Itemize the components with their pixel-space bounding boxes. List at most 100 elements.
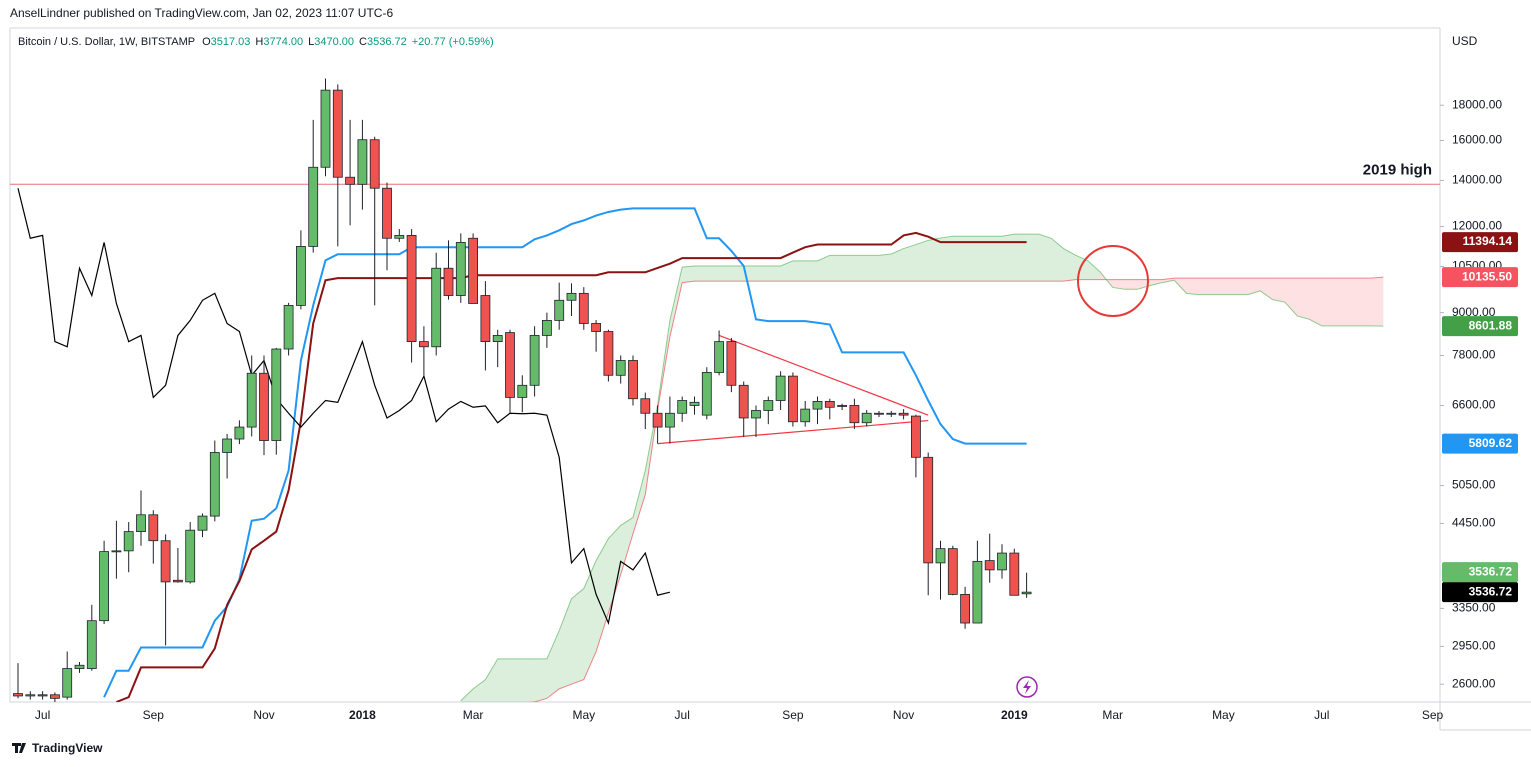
candle-body (788, 375, 798, 423)
candle-body (665, 412, 675, 428)
legend-key: O (202, 36, 211, 48)
legend-symbol: Bitcoin / U.S. Dollar, 1W, BITSTAMP (18, 36, 195, 48)
candle-body (603, 331, 614, 376)
candle-body (911, 415, 921, 458)
candle-body (738, 384, 749, 419)
cloud-fill (620, 517, 633, 575)
publisher: AnselLindner published on TradingView.co… (10, 6, 393, 20)
cloud-fill (1026, 234, 1039, 282)
x-tick-label: May (1212, 708, 1235, 722)
candle-body (111, 550, 122, 553)
cloud-fill (805, 260, 818, 282)
candle-body (542, 319, 552, 336)
candle-body (812, 401, 823, 410)
cloud-fill (583, 560, 597, 680)
candle-body (209, 452, 220, 517)
cloud-fill (571, 588, 584, 685)
x-tick-label: Mar (463, 708, 484, 722)
candle-body (382, 187, 392, 239)
cloud-fill (756, 265, 769, 282)
candle-body (1009, 552, 1020, 596)
candle-body (923, 456, 934, 564)
cloud-fill (719, 265, 732, 282)
candle-body (197, 515, 208, 531)
candle-body (714, 341, 724, 373)
price-label-text: 10135.50 (1462, 269, 1512, 283)
candle-body (123, 531, 134, 552)
candle-body (345, 176, 356, 185)
event-icon[interactable] (1016, 676, 1038, 698)
candle-body (849, 405, 860, 424)
cloud-fill (706, 265, 720, 282)
candle-body (160, 540, 171, 583)
indicator-line (103, 207, 1027, 698)
candle-body (308, 166, 319, 247)
event-icon (1023, 680, 1031, 694)
legend-change: +20.77 (+0.59%) (412, 36, 494, 48)
cloud-fill (546, 630, 560, 699)
legend-value: 3517.03 (211, 36, 251, 48)
cloud-fill (940, 236, 953, 282)
y-axis-label: USD (1452, 34, 1478, 48)
cloud-fill (1063, 248, 1076, 282)
candle-body (418, 341, 429, 348)
candle-body (222, 438, 233, 453)
price-label (1442, 316, 1518, 337)
y-tick-label: 9000.00 (1452, 305, 1496, 319)
y-tick-label: 2950.00 (1452, 639, 1496, 653)
cloud-fill (497, 658, 510, 702)
price-label-text: 8601.88 (1469, 318, 1513, 332)
cloud-fill (1198, 278, 1212, 295)
candle-body (99, 551, 109, 622)
cloud-fill (768, 265, 781, 282)
candle-body (701, 372, 712, 416)
candle-body (246, 372, 257, 428)
cloud-fill (854, 255, 867, 282)
candle-body (136, 514, 146, 532)
legend-value: 3536.72 (367, 36, 407, 48)
y-tick-label: 6600.00 (1452, 398, 1496, 412)
cloud-fill (731, 265, 744, 282)
candle-body (271, 348, 282, 441)
x-tick-label: May (572, 708, 595, 722)
candle-body (947, 548, 958, 595)
candle-body (591, 323, 601, 332)
candle-body (492, 335, 503, 342)
candle-body (62, 668, 73, 698)
plot-area (10, 78, 1440, 702)
annotation: 2019 high (1363, 161, 1432, 178)
candle-body (751, 410, 761, 419)
y-tick-label: 4450.00 (1452, 516, 1496, 530)
candle-body (615, 360, 626, 376)
candle-body (935, 548, 946, 564)
cloud-fill (473, 679, 486, 702)
candle-body (874, 412, 884, 415)
legend: Bitcoin / U.S. Dollar, 1W, BITSTAMP O3517… (18, 36, 494, 48)
x-tick-label: Jul (35, 708, 50, 722)
indicator-line (17, 188, 671, 626)
highlight-circle (1077, 245, 1149, 317)
candle-body (800, 408, 811, 423)
candle-body (320, 89, 331, 168)
cloud-edge (529, 276, 1384, 702)
cloud-fill (1309, 278, 1322, 326)
cloud-fill (559, 598, 572, 689)
indicator-line (116, 231, 1027, 702)
candle-body (566, 292, 577, 301)
price-label (1442, 582, 1518, 603)
cloud-fill (1051, 238, 1064, 282)
y-tick-label: 7800.00 (1452, 348, 1496, 362)
y-tick-label: 3350.00 (1452, 601, 1496, 615)
candle-body (332, 89, 343, 178)
candle-body (259, 372, 269, 441)
candle-body (1021, 591, 1032, 595)
cloud-fill (1248, 278, 1261, 295)
cloud-fill (879, 253, 892, 282)
cloud-fill (989, 236, 1002, 282)
candle-body (972, 560, 983, 624)
cloud-fill (694, 265, 707, 282)
cloud-fill (510, 658, 523, 702)
cloud-fill (1014, 234, 1027, 282)
cloud-fill (1297, 278, 1310, 320)
